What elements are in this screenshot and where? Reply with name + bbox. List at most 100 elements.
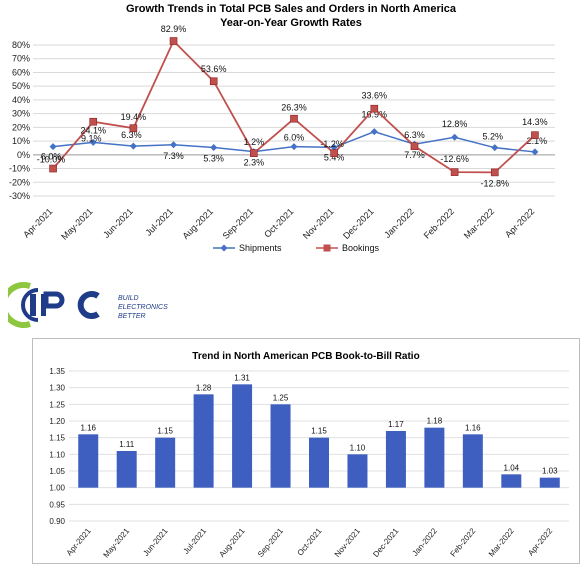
bar-value-label: 1.31 — [234, 373, 250, 382]
legend-label-shipments: Shipments — [239, 243, 282, 253]
y-tick-label: 1.10 — [49, 450, 65, 459]
y-tick-label: 0.90 — [49, 517, 65, 526]
ipc-logo: BUILD ELECTRONICS BETTER — [0, 280, 208, 330]
x-tick-label: Apr-2021 — [21, 206, 54, 239]
data-label-shipments: 5.4% — [324, 152, 345, 162]
bar-value-label: 1.04 — [504, 463, 520, 472]
point-bookings — [490, 168, 499, 177]
x-tick-label: Jan-2022 — [382, 206, 416, 240]
legend-marker-bookings — [323, 244, 331, 252]
y-tick-label: 1.25 — [49, 400, 65, 409]
ipc-logo-mark — [0, 282, 100, 328]
y-tick-label: 30% — [12, 109, 30, 119]
point-bookings — [129, 124, 138, 132]
y-tick-label: -10% — [9, 164, 30, 174]
y-tick-label: 1.20 — [49, 417, 65, 426]
x-tick-label: Jan-2022 — [411, 526, 440, 558]
data-label-bookings: 6.3% — [404, 130, 425, 140]
data-label-shipments: 6.0% — [41, 152, 62, 162]
book-to-bill-chart: Trend in North American PCB Book-to-Bill… — [33, 339, 579, 563]
bar-value-label: 1.15 — [157, 427, 173, 436]
bar-value-label: 1.03 — [542, 467, 558, 476]
x-tick-label: Jun-2021 — [141, 526, 170, 558]
y-tick-label: 0.95 — [49, 500, 65, 509]
x-tick-label: Aug-2021 — [217, 526, 247, 559]
x-tick-label: Dec-2021 — [341, 206, 376, 241]
data-label-bookings: 53.6% — [201, 64, 227, 74]
bar-value-label: 1.10 — [350, 443, 366, 452]
y-tick-label: 20% — [12, 122, 30, 132]
point-shipments — [210, 144, 218, 152]
point-shipments — [531, 148, 539, 156]
point-bookings — [290, 114, 298, 123]
data-label-shipments: 9.1% — [81, 133, 102, 143]
book-to-bill-chart-frame: Trend in North American PCB Book-to-Bill… — [32, 338, 580, 564]
x-tick-label: Sep-2021 — [221, 206, 256, 241]
y-tick-label: 0% — [17, 150, 30, 160]
x-tick-label: May-2021 — [59, 206, 94, 241]
point-shipments — [89, 138, 97, 146]
bar — [539, 477, 560, 488]
ipc-tagline-2: ELECTRONICS — [118, 304, 168, 311]
y-tick-label: 1.35 — [49, 367, 65, 376]
bar-value-label: 1.17 — [388, 420, 404, 429]
point-bookings — [370, 104, 379, 113]
bar — [462, 434, 483, 488]
x-tick-label: Apr-2022 — [526, 526, 554, 557]
point-shipments — [170, 141, 178, 149]
data-label-bookings: 24.1% — [80, 126, 106, 136]
bar — [232, 384, 253, 488]
x-tick-label: Aug-2021 — [180, 206, 215, 241]
bar-value-label: 1.16 — [465, 423, 481, 432]
data-label-bookings: 19.4% — [121, 112, 147, 122]
data-label-bookings: -10.0% — [37, 155, 66, 165]
y-tick-label: 40% — [12, 95, 30, 105]
ipc-tagline-1: BUILD — [118, 295, 139, 302]
y-tick-label: 10% — [12, 136, 30, 146]
x-tick-label: Nov-2021 — [301, 206, 336, 241]
point-shipments — [491, 144, 499, 152]
book-to-bill-title: Trend in North American PCB Book-to-Bill… — [192, 351, 419, 362]
x-tick-label: May-2021 — [101, 526, 131, 559]
x-tick-label: Sep-2021 — [256, 526, 286, 559]
data-label-shipments: 7.3% — [163, 151, 184, 161]
bar-value-label: 1.25 — [273, 393, 289, 402]
y-tick-label: 70% — [12, 54, 30, 64]
growth-trends-chart: Growth Trends in Total PCB Sales and Ord… — [0, 0, 582, 265]
data-label-shipments: 2.3% — [244, 158, 265, 168]
y-tick-label: -30% — [9, 191, 30, 201]
data-label-shipments: 6.3% — [121, 130, 142, 140]
legend-marker-shipments — [220, 244, 228, 252]
point-shipments — [451, 133, 459, 141]
y-tick-label: -20% — [9, 177, 30, 187]
x-tick-label: Apr-2021 — [65, 526, 93, 557]
y-tick-label: 50% — [12, 81, 30, 91]
data-label-bookings: 1.2% — [244, 137, 265, 147]
data-label-bookings: 33.6% — [362, 91, 388, 101]
bar — [78, 434, 99, 488]
point-shipments — [330, 143, 338, 151]
point-shipments — [129, 142, 137, 150]
data-label-bookings: 26.3% — [281, 103, 307, 113]
bar-value-label: 1.15 — [311, 427, 327, 436]
data-label-shipments: 2.1% — [527, 136, 548, 146]
bar — [347, 454, 368, 488]
x-tick-label: Jul-2021 — [182, 526, 209, 556]
data-label-bookings: 14.3% — [522, 117, 548, 127]
ipc-tagline-3: BETTER — [118, 313, 146, 320]
x-tick-label: Oct-2021 — [295, 526, 323, 557]
x-tick-label: Mar-2022 — [462, 206, 496, 240]
point-bookings — [450, 168, 459, 176]
bar — [155, 437, 176, 488]
point-bookings — [209, 77, 218, 86]
x-tick-label: Jun-2021 — [101, 206, 135, 240]
x-tick-label: Oct-2021 — [262, 206, 295, 239]
x-tick-label: Nov-2021 — [333, 526, 363, 559]
y-tick-label: 60% — [12, 67, 30, 77]
point-bookings — [89, 117, 98, 126]
data-label-shipments: 5.2% — [483, 132, 504, 142]
point-shipments — [49, 143, 57, 151]
point-bookings — [169, 37, 178, 45]
x-tick-label: Apr-2022 — [503, 206, 536, 239]
bar-value-label: 1.16 — [80, 423, 96, 432]
